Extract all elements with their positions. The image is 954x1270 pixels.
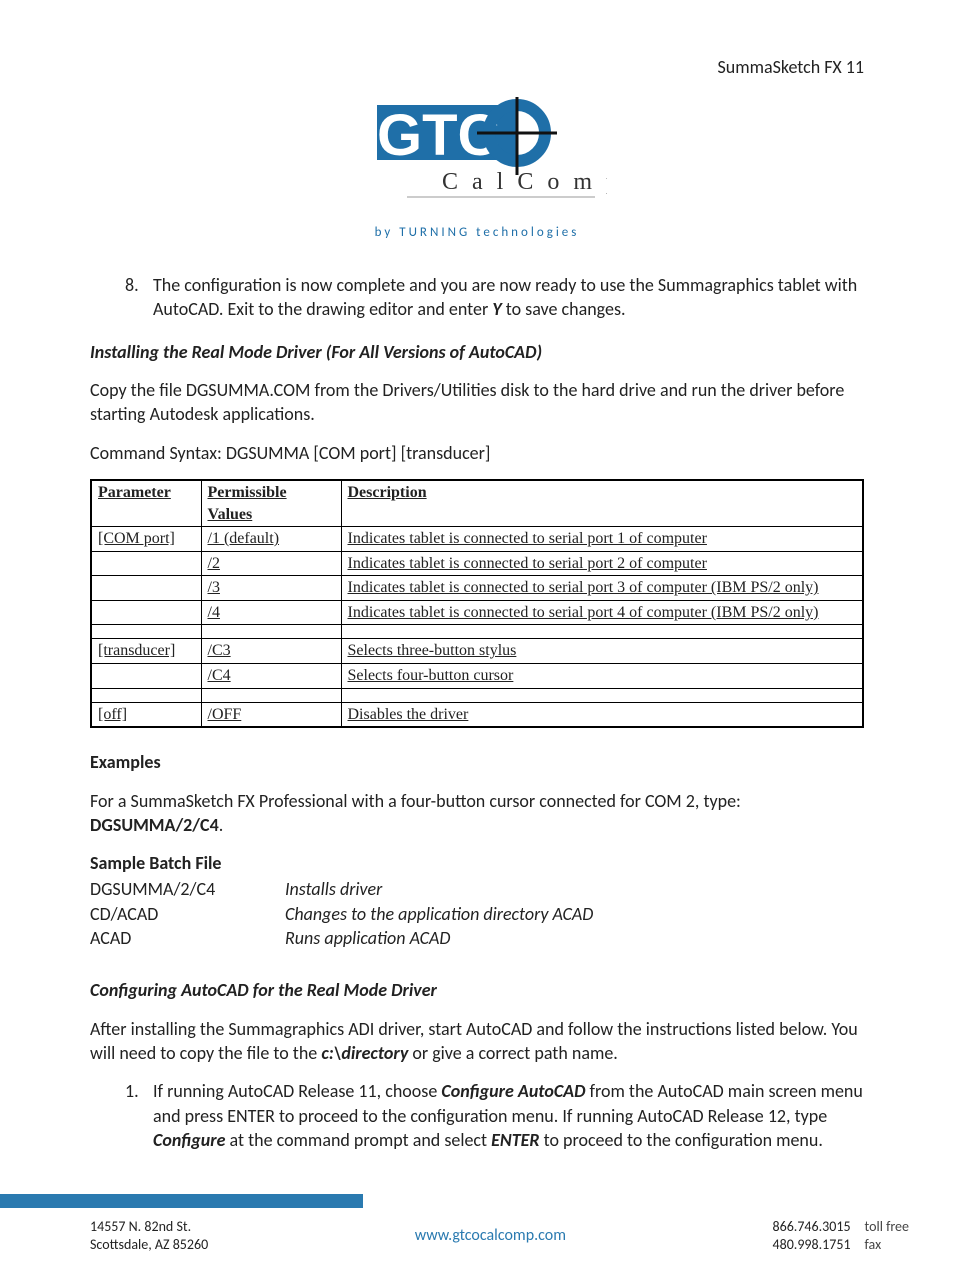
- phone-label: toll free: [865, 1218, 909, 1236]
- text: to save changes.: [502, 298, 626, 320]
- list-body: The configuration is now complete and yo…: [153, 273, 864, 322]
- phone-label: fax: [865, 1236, 909, 1254]
- text: For a SummaSketch FX Professional with a…: [90, 790, 741, 812]
- list-body: If running AutoCAD Release 11, choose Co…: [153, 1079, 864, 1152]
- cell: Selects three-button stylus: [341, 639, 863, 664]
- batch-heading: Sample Batch File: [90, 851, 864, 875]
- batch-desc: Changes to the application directory ACA…: [285, 902, 864, 926]
- table-spacer: [91, 688, 863, 702]
- cell: Indicates tablet is connected to serial …: [341, 576, 863, 601]
- list-number: 8.: [125, 273, 153, 322]
- footer-url[interactable]: www.gtcocalcomp.com: [415, 1225, 566, 1247]
- list-item-8: 8. The configuration is now complete and…: [125, 273, 864, 322]
- logo-tagline: by TURNING technologies: [90, 224, 864, 242]
- cell: Indicates tablet is connected to serial …: [341, 600, 863, 625]
- page-footer: 14557 N. 82nd St. Scottsdale, AZ 85260 w…: [0, 1194, 954, 1270]
- cell: /2: [201, 551, 341, 576]
- list-number: 1.: [125, 1079, 153, 1152]
- footer-address: 14557 N. 82nd St. Scottsdale, AZ 85260: [90, 1218, 208, 1253]
- text: or give a correct path name.: [408, 1042, 618, 1064]
- text: .: [219, 814, 224, 836]
- svg-text:C a l C o m p: C a l C o m p: [442, 169, 607, 195]
- text: If running AutoCAD Release 11, choose: [153, 1080, 441, 1102]
- cell: [91, 576, 201, 601]
- table-row: /C4 Selects four-button cursor: [91, 664, 863, 689]
- address-line-2: Scottsdale, AZ 85260: [90, 1236, 208, 1254]
- gtco-logo-icon: GTC C a l C o m p: [347, 97, 607, 207]
- section-heading-install: Installing the Real Mode Driver (For All…: [90, 340, 864, 364]
- footer-accent-bar: [0, 1194, 363, 1208]
- footer-phones: 866.746.3015 toll free 480.998.1751 fax: [773, 1218, 909, 1253]
- cell: Indicates tablet is connected to serial …: [341, 527, 863, 552]
- cell: Selects four-button cursor: [341, 664, 863, 689]
- cell: /3: [201, 576, 341, 601]
- command-configure: Configure: [153, 1129, 225, 1151]
- cell: /OFF: [201, 702, 341, 727]
- cell: Indicates tablet is connected to serial …: [341, 551, 863, 576]
- menu-item-configure-autocad: Configure AutoCAD: [441, 1080, 585, 1102]
- batch-desc: Installs driver: [285, 877, 864, 901]
- table-row: [off] /OFF Disables the driver: [91, 702, 863, 727]
- table-row: [COM port] /1 (default) Indicates tablet…: [91, 527, 863, 552]
- path-text: c:\directory: [321, 1042, 408, 1064]
- page-header-label: SummaSketch FX 11: [90, 55, 864, 79]
- col-description: Description: [341, 480, 863, 527]
- batch-cmd: ACAD: [90, 926, 285, 950]
- table-row: /3 Indicates tablet is connected to seri…: [91, 576, 863, 601]
- svg-text:GTC: GTC: [377, 103, 499, 168]
- table-row: /4 Indicates tablet is connected to seri…: [91, 600, 863, 625]
- table-row: /2 Indicates tablet is connected to seri…: [91, 551, 863, 576]
- batch-cmd: CD/ACAD: [90, 902, 285, 926]
- text: to proceed to the configuration menu.: [540, 1129, 823, 1151]
- cell: [91, 551, 201, 576]
- col-parameter: Parameter: [91, 480, 201, 527]
- example-command: DGSUMMA/2/C4: [90, 814, 219, 836]
- batch-desc: Runs application ACAD: [285, 926, 864, 950]
- col-values: Permissible Values: [201, 480, 341, 527]
- phone-fax: 480.998.1751: [773, 1236, 851, 1254]
- cell: /4: [201, 600, 341, 625]
- cell: /C3: [201, 639, 341, 664]
- paragraph-syntax: Command Syntax: DGSUMMA [COM port] [tran…: [90, 441, 864, 465]
- table-row: [transducer] /C3 Selects three-button st…: [91, 639, 863, 664]
- table-spacer: [91, 625, 863, 639]
- key-enter: ENTER: [491, 1129, 539, 1151]
- phone-tollfree: 866.746.3015: [773, 1218, 851, 1236]
- cell: /1 (default): [201, 527, 341, 552]
- parameter-table: Parameter Permissible Values Description…: [90, 479, 864, 728]
- address-line-1: 14557 N. 82nd St.: [90, 1218, 208, 1236]
- text: at the command prompt and select: [225, 1129, 491, 1151]
- cell: /C4: [201, 664, 341, 689]
- examples-heading: Examples: [90, 751, 161, 773]
- cell: [91, 600, 201, 625]
- example-text: For a SummaSketch FX Professional with a…: [90, 789, 864, 838]
- logo-block: GTC C a l C o m p by TURNING technologie…: [90, 97, 864, 241]
- cell: [COM port]: [91, 527, 201, 552]
- batch-file-grid: DGSUMMA/2/C4 Installs driver CD/ACAD Cha…: [90, 877, 864, 950]
- cell: [transducer]: [91, 639, 201, 664]
- list-item-1: 1. If running AutoCAD Release 11, choose…: [125, 1079, 864, 1152]
- key-y: Y: [492, 298, 501, 320]
- section-heading-configure: Configuring AutoCAD for the Real Mode Dr…: [90, 978, 864, 1002]
- batch-cmd: DGSUMMA/2/C4: [90, 877, 285, 901]
- cell: [off]: [91, 702, 201, 727]
- table-header-row: Parameter Permissible Values Description: [91, 480, 863, 527]
- parameter-table-wrap: Parameter Permissible Values Description…: [90, 479, 864, 728]
- paragraph: Copy the file DGSUMMA.COM from the Drive…: [90, 378, 864, 427]
- paragraph: After installing the Summagraphics ADI d…: [90, 1017, 864, 1066]
- cell: [91, 664, 201, 689]
- cell: Disables the driver: [341, 702, 863, 727]
